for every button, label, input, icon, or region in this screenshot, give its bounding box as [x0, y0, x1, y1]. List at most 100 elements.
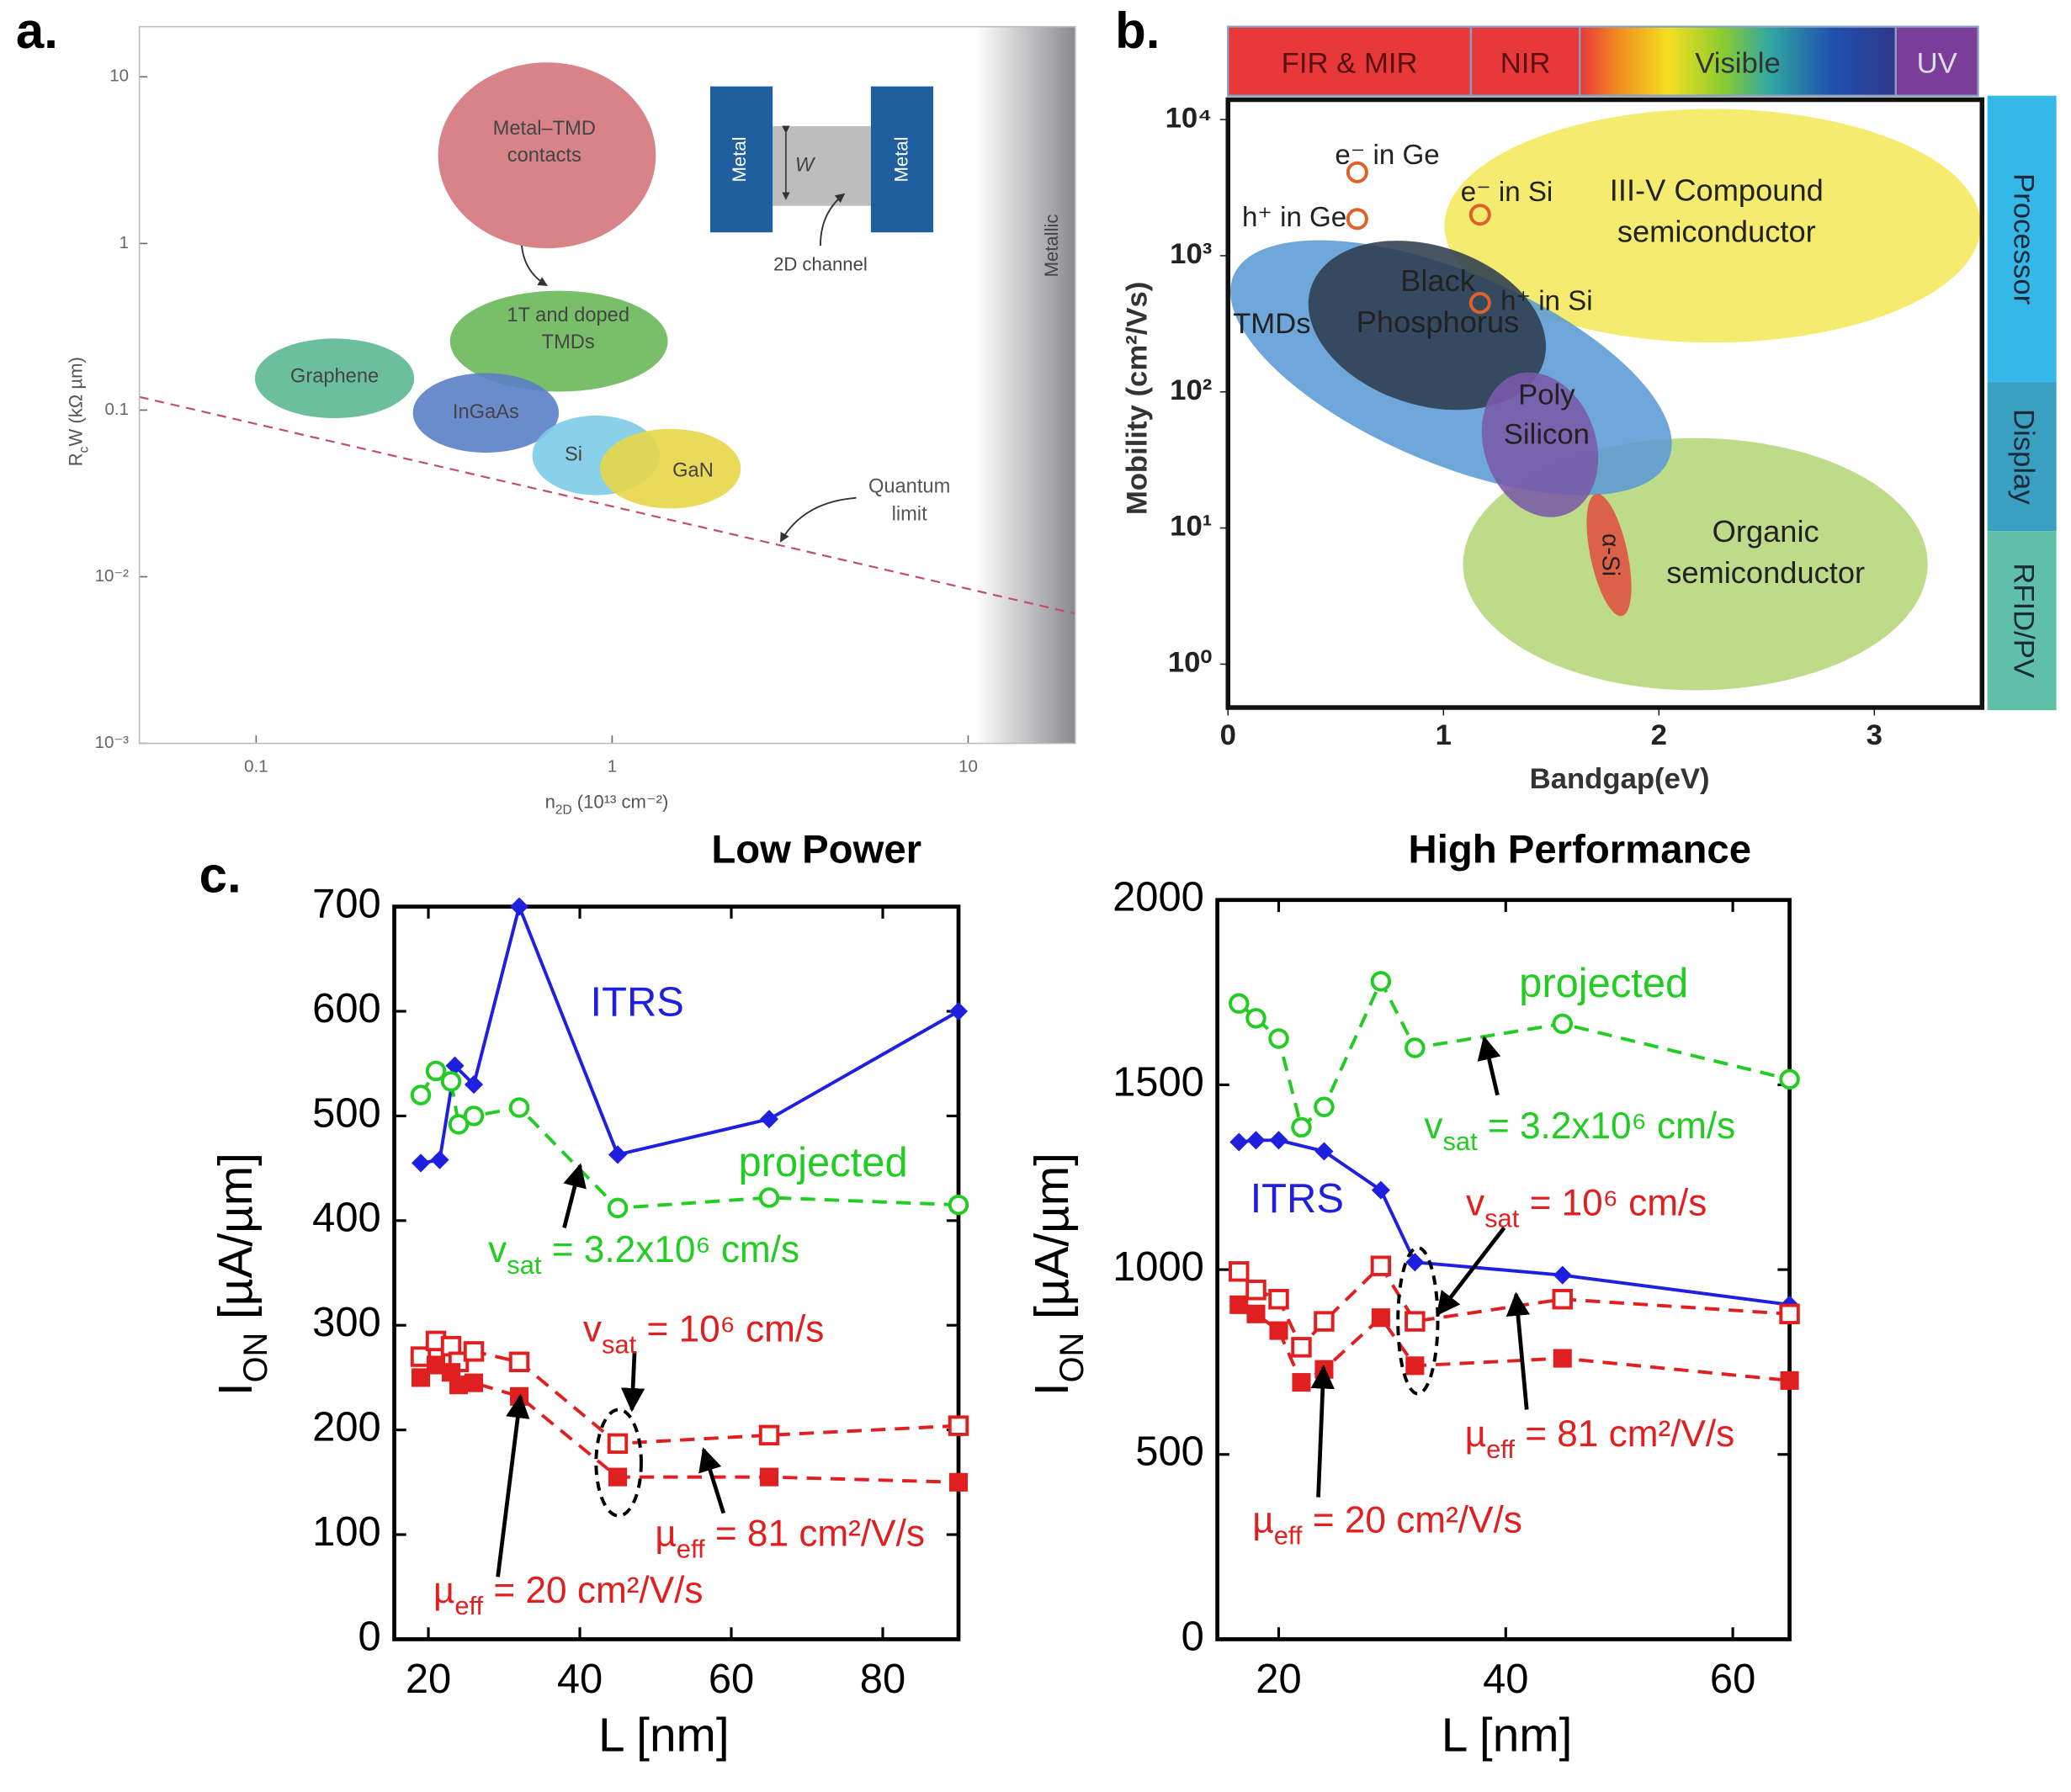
region	[449, 290, 668, 392]
series-label: ITRS	[591, 979, 684, 1025]
arrow	[1505, 1291, 1531, 1410]
y-tick-label: 10¹	[1170, 511, 1212, 543]
metal-label: Metal	[729, 136, 750, 182]
y-tick-label: 10⁻³	[95, 733, 130, 752]
annotation-part: v	[1466, 1182, 1484, 1223]
annotation: vsat = 10⁶ cm/s	[583, 1308, 824, 1359]
x-tick-label: 1	[608, 756, 617, 776]
y-tick-label: 0.1	[105, 400, 130, 419]
marker	[1314, 1311, 1335, 1332]
plot-frame	[1225, 97, 1985, 710]
point-label: h⁺ in Ge	[1242, 202, 1346, 233]
annotation-part: sat	[1484, 1203, 1520, 1233]
x-tick-label: 40	[557, 1657, 603, 1702]
band	[1894, 25, 1979, 97]
annotation-part: µ	[655, 1513, 676, 1554]
annotation: vsat = 10⁶ cm/s	[1466, 1182, 1707, 1233]
region	[412, 373, 560, 453]
chart-title: Low Power	[711, 827, 921, 872]
series-line	[139, 395, 1076, 615]
region-label: Phosphorus	[1357, 305, 1520, 339]
marker	[463, 1105, 485, 1127]
annotation-part: µ	[1252, 1499, 1273, 1540]
region-label: Organic	[1713, 514, 1819, 549]
marker	[411, 1153, 431, 1173]
region-label: Si	[565, 443, 582, 465]
annotation-part: µ	[1465, 1413, 1486, 1455]
y-tick-label: 0	[358, 1614, 381, 1659]
band	[1227, 25, 1473, 97]
marker	[463, 1341, 485, 1362]
marker	[759, 1110, 779, 1129]
annotation-part: eff	[454, 1591, 483, 1620]
arrow	[496, 1393, 530, 1577]
x-axis-label: n2D (10¹³ cm⁻²)	[545, 791, 669, 817]
region-label: Black	[1400, 263, 1476, 298]
marker	[464, 1373, 484, 1392]
y-axis-label: ION [µA/µm]	[1026, 1153, 1091, 1396]
y-tick-label: 700	[312, 882, 381, 927]
region	[1481, 372, 1599, 517]
x-tick-label: 0.1	[244, 756, 268, 776]
region-label: semiconductor	[1666, 555, 1865, 590]
annotation-part: eff	[1486, 1434, 1515, 1464]
y-tick-label: 1000	[1112, 1244, 1204, 1290]
annotation-part: v	[1424, 1105, 1442, 1147]
marker	[758, 1187, 780, 1208]
region-label: α-Si	[1597, 533, 1624, 576]
marker	[1269, 1131, 1288, 1150]
arrow	[562, 1163, 587, 1228]
highlight	[1396, 1246, 1440, 1396]
arrow	[1477, 1036, 1501, 1096]
x-axis-label-part: 2D	[555, 803, 572, 817]
point-label: e⁻ in Si	[1461, 177, 1553, 208]
marker	[440, 1071, 462, 1092]
marker	[426, 1355, 446, 1375]
plot-frame	[1215, 898, 1792, 1641]
y-tick-label: 600	[312, 986, 381, 1031]
metal-label: Metal	[891, 136, 912, 182]
arrow	[779, 496, 857, 543]
band-label: Visible	[1695, 48, 1781, 80]
y-axis-label-part: R	[65, 453, 86, 466]
series-label: projected	[739, 1140, 908, 1185]
marker	[1268, 1289, 1289, 1310]
x-tick-label: 80	[860, 1657, 905, 1702]
chart-title: High Performance	[1409, 827, 1752, 872]
y-tick-label: 10²	[1170, 374, 1212, 406]
plot-frame	[392, 904, 961, 1641]
point	[1346, 161, 1368, 183]
marker	[509, 897, 529, 916]
marker	[607, 1197, 629, 1219]
y-tick-label: 100	[312, 1509, 381, 1555]
region-label: 1T and doped	[507, 305, 629, 326]
y-tick-label: 10	[109, 66, 129, 86]
shaded-label: Metallic	[1041, 215, 1062, 278]
band-label: Processor	[2007, 173, 2039, 305]
marker	[1245, 1008, 1266, 1029]
region	[438, 62, 656, 249]
x-tick-label: 60	[1710, 1657, 1755, 1702]
annotation-part: = 3.2x10⁶ cm/s	[541, 1228, 799, 1270]
metal-contact	[709, 86, 773, 233]
band-label: Display	[2007, 409, 2039, 505]
region-label: Poly	[1518, 379, 1575, 411]
point	[1468, 204, 1491, 226]
marker	[948, 1194, 969, 1216]
annotation: µeff = 20 cm²/V/s	[1252, 1499, 1522, 1550]
annotation-part: = 20 cm²/V/s	[1303, 1499, 1522, 1540]
width-label: W	[795, 155, 816, 177]
series-line	[420, 901, 959, 1165]
marker	[1291, 1337, 1312, 1358]
point-label: e⁻ in Ge	[1335, 140, 1439, 171]
y-tick-label: 500	[1135, 1429, 1204, 1475]
y-axis-label-part: I	[1026, 1382, 1079, 1396]
annotation-part: = 81 cm²/V/s	[705, 1513, 925, 1554]
x-axis-label-part: (10¹³ cm⁻²)	[572, 791, 669, 812]
marker	[1371, 1308, 1390, 1328]
panel-label: b.	[1115, 3, 1160, 59]
band-label: UV	[1917, 48, 1957, 80]
point	[1468, 292, 1491, 315]
inset-label: 2D channel	[773, 253, 868, 274]
band	[1987, 382, 2057, 532]
